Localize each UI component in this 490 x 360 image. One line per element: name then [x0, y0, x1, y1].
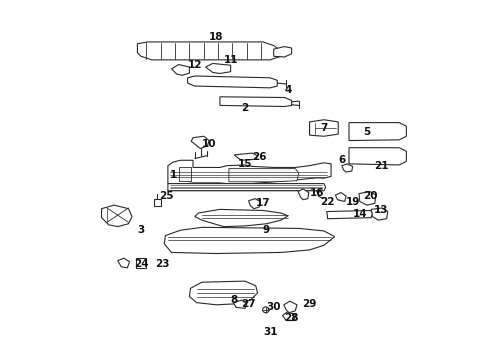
- Polygon shape: [195, 210, 288, 226]
- Text: 27: 27: [241, 299, 256, 309]
- Text: 9: 9: [263, 225, 270, 235]
- Polygon shape: [172, 64, 190, 75]
- Polygon shape: [284, 301, 297, 313]
- Text: 3: 3: [137, 225, 145, 235]
- Polygon shape: [188, 76, 277, 88]
- Text: 2: 2: [242, 103, 248, 113]
- Text: 14: 14: [352, 209, 367, 219]
- Polygon shape: [229, 168, 299, 182]
- Text: 31: 31: [263, 327, 277, 337]
- Text: 25: 25: [159, 191, 173, 201]
- Polygon shape: [220, 97, 292, 107]
- Text: 5: 5: [363, 127, 370, 136]
- Text: 29: 29: [302, 299, 317, 309]
- Text: 6: 6: [338, 155, 345, 165]
- Polygon shape: [168, 160, 331, 184]
- Text: 19: 19: [345, 197, 360, 207]
- Text: 30: 30: [267, 302, 281, 312]
- Text: 12: 12: [188, 60, 202, 70]
- Polygon shape: [168, 184, 326, 191]
- Text: 11: 11: [223, 55, 238, 65]
- Polygon shape: [234, 153, 258, 160]
- Polygon shape: [118, 258, 129, 268]
- Ellipse shape: [263, 307, 269, 313]
- Text: 1: 1: [170, 170, 177, 180]
- Polygon shape: [310, 120, 338, 136]
- Text: 10: 10: [202, 139, 217, 149]
- Text: 20: 20: [363, 191, 378, 201]
- Polygon shape: [335, 193, 346, 202]
- Text: 15: 15: [238, 159, 252, 169]
- Text: 13: 13: [374, 206, 389, 216]
- Text: 8: 8: [231, 295, 238, 305]
- Polygon shape: [164, 227, 335, 253]
- Polygon shape: [101, 205, 132, 226]
- Text: 22: 22: [320, 197, 335, 207]
- Polygon shape: [190, 281, 258, 305]
- Bar: [153, 199, 161, 206]
- Text: 18: 18: [209, 32, 223, 41]
- Text: 16: 16: [310, 188, 324, 198]
- Polygon shape: [191, 136, 209, 148]
- Polygon shape: [298, 189, 309, 200]
- Text: 4: 4: [284, 85, 292, 95]
- Text: 23: 23: [155, 259, 170, 269]
- Polygon shape: [349, 148, 406, 165]
- Text: 7: 7: [320, 123, 328, 133]
- Polygon shape: [359, 192, 376, 205]
- Polygon shape: [179, 167, 191, 181]
- Text: 21: 21: [374, 161, 389, 171]
- Text: 17: 17: [256, 198, 270, 208]
- Polygon shape: [283, 312, 295, 320]
- Polygon shape: [371, 208, 388, 220]
- Text: 24: 24: [134, 259, 148, 269]
- Text: 28: 28: [284, 313, 299, 323]
- Text: 26: 26: [252, 152, 267, 162]
- Polygon shape: [234, 300, 247, 309]
- Polygon shape: [137, 42, 281, 60]
- Bar: [136, 258, 147, 268]
- Polygon shape: [205, 63, 231, 73]
- Polygon shape: [274, 46, 292, 57]
- Polygon shape: [349, 123, 406, 140]
- Polygon shape: [248, 199, 260, 209]
- Polygon shape: [342, 164, 353, 172]
- Polygon shape: [327, 211, 372, 219]
